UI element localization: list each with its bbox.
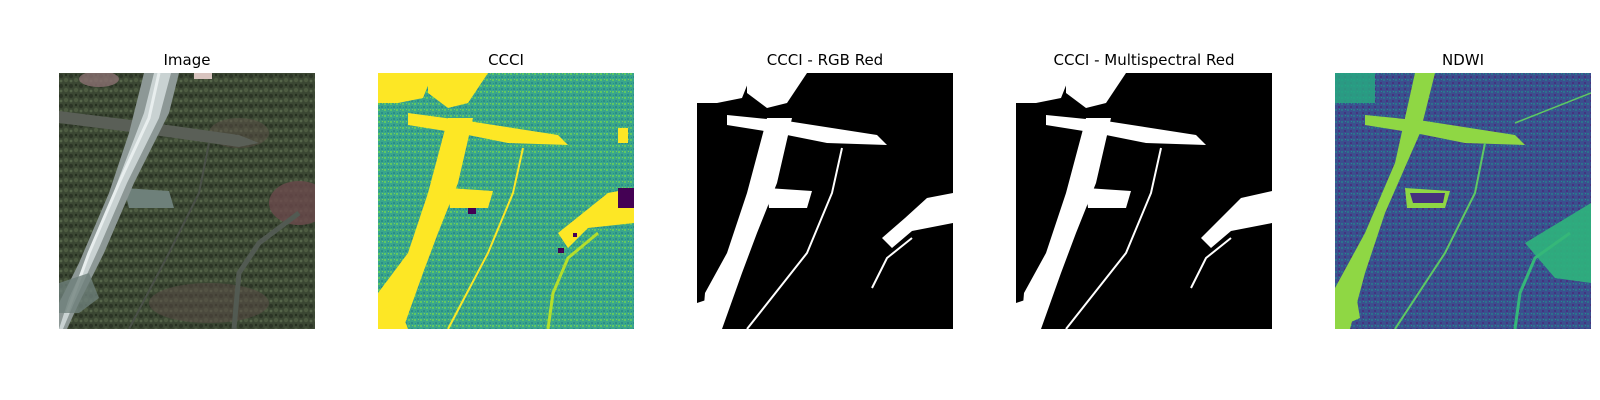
panel-ccci: CCCI — [378, 0, 634, 400]
ccci-map — [378, 73, 634, 329]
ndwi-map — [1335, 73, 1591, 329]
panel-title: CCCI - RGB Red — [766, 51, 884, 69]
rgb-satellite-image — [59, 73, 315, 329]
ccci-multispectral-red-mask — [1016, 73, 1272, 329]
panel-title: CCCI — [488, 51, 524, 69]
panel-title: CCCI - Multispectral Red — [1053, 51, 1235, 69]
panel-title: Image — [163, 51, 211, 69]
panel-title: NDWI — [1441, 51, 1485, 69]
panel-ccci-rgb-red: CCCI - RGB Red — [697, 0, 953, 400]
panel-ndwi: NDWI — [1335, 0, 1591, 400]
panel-rgb-image: Image — [59, 0, 315, 400]
panel-ccci-multispectral-red: CCCI - Multispectral Red — [1016, 0, 1272, 400]
ccci-rgb-red-mask — [697, 73, 953, 329]
